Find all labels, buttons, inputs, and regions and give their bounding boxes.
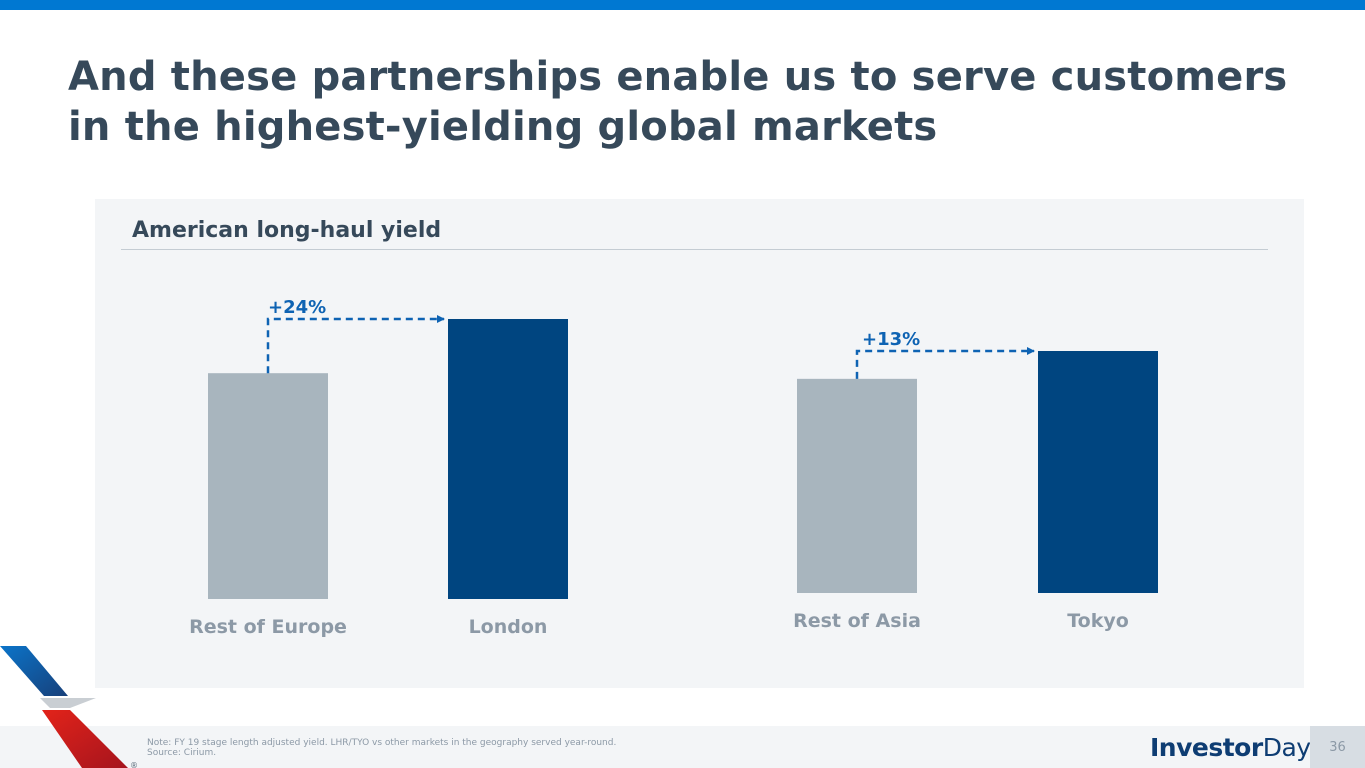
page-number-box	[1310, 726, 1365, 768]
increase-arrow	[855, 347, 1035, 379]
category-label: Rest of Asia	[793, 610, 921, 632]
page-number: 36	[1329, 740, 1346, 755]
footer-bar	[0, 726, 1310, 768]
category-label: Tokyo	[1067, 610, 1129, 632]
panel-title: American long-haul yield	[132, 218, 442, 243]
footer-note: Note: FY 19 stage length adjusted yield.…	[147, 738, 747, 758]
footer-note-line: Note: FY 19 stage length adjusted yield.…	[147, 738, 617, 748]
brand-word-investor: Investor	[1150, 733, 1263, 762]
bar-rest-of-asia	[797, 378, 917, 593]
increase-label: +13%	[862, 329, 920, 350]
svg-text:®: ®	[130, 761, 138, 768]
brand-word-day: Day	[1262, 733, 1311, 762]
yield-chart: Rest of Europe London +24% Rest of Asia Toky…	[189, 297, 1158, 638]
top-accent-bar	[0, 0, 1365, 10]
bar-rest-of-europe	[208, 373, 328, 599]
bar-london	[448, 319, 568, 599]
category-label: Rest of Europe	[189, 616, 347, 638]
slide-title: And these partnerships enable us to serv…	[68, 54, 1288, 150]
increase-label: +24%	[268, 297, 326, 318]
panel-divider	[121, 249, 1268, 250]
airline-flight-symbol-icon: ®	[0, 646, 138, 768]
category-label: London	[469, 616, 548, 638]
footer-source-line: Source: Cirium.	[147, 748, 217, 758]
investor-day-logo: InvestorDay	[1150, 731, 1311, 765]
increase-arrow	[266, 315, 445, 374]
bar-tokyo	[1038, 351, 1158, 593]
